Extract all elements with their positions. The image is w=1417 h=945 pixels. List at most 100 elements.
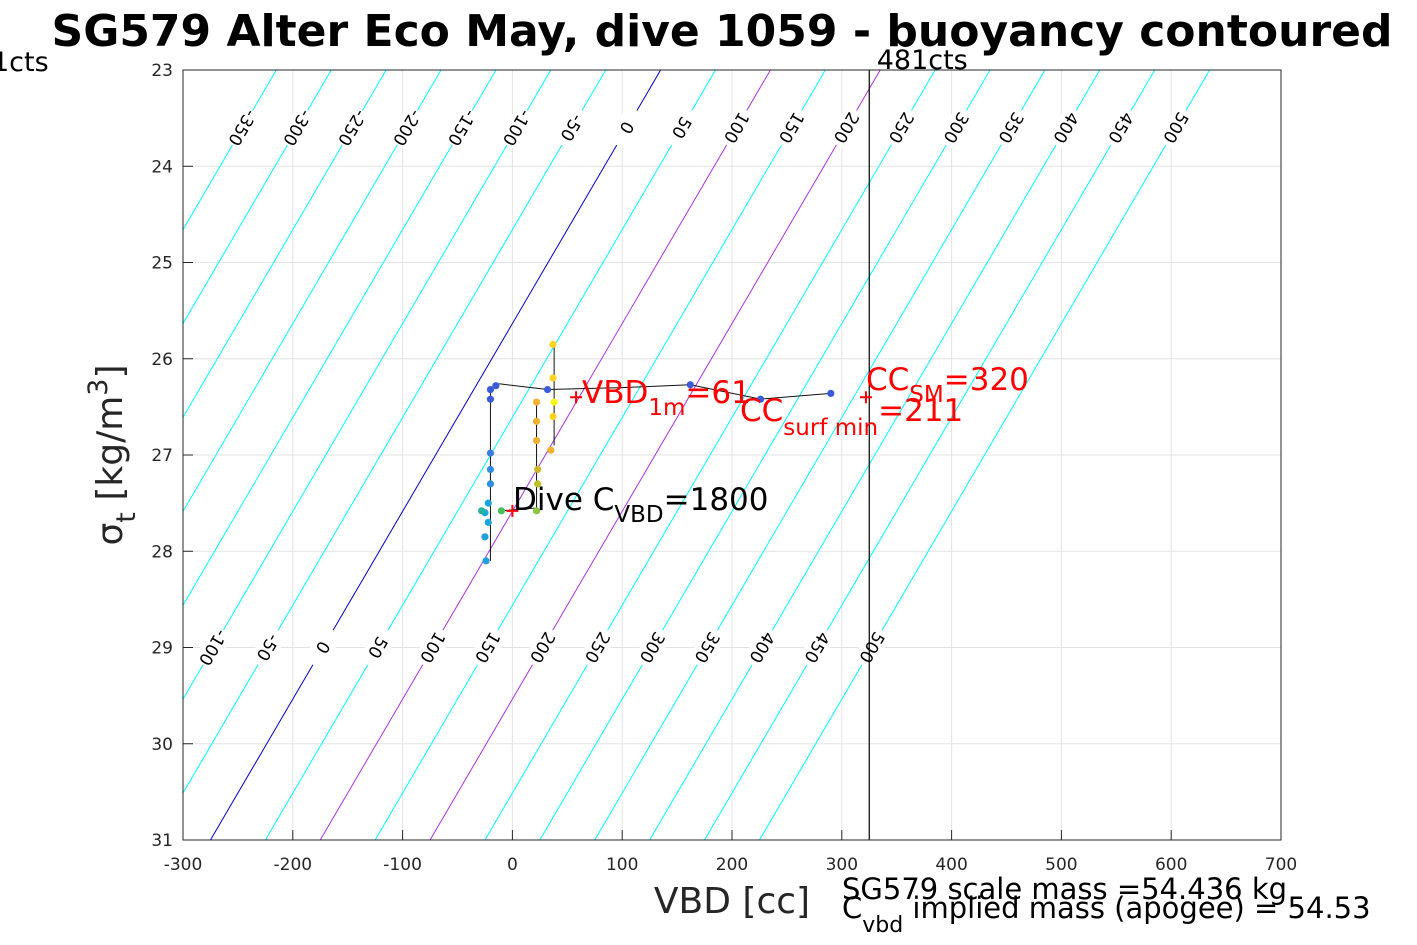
dive-point bbox=[486, 395, 495, 403]
contour-label-bg bbox=[277, 104, 318, 151]
x-tick-label: 300 bbox=[826, 855, 858, 875]
dive-points bbox=[478, 340, 835, 565]
dive-point bbox=[484, 499, 492, 507]
contour-line--200 bbox=[183, 70, 442, 513]
contour-label-bg bbox=[193, 624, 233, 671]
contour-label-bg bbox=[468, 624, 508, 671]
counts-label: 481cts bbox=[877, 45, 968, 76]
y-tick-label: 27 bbox=[151, 446, 173, 466]
contour-line-400 bbox=[649, 70, 1101, 840]
contour-line-350 bbox=[594, 70, 1046, 840]
contour-line--300 bbox=[183, 70, 332, 325]
contour-lines bbox=[183, 70, 1211, 840]
y-tick-label: 31 bbox=[151, 831, 173, 851]
dive-point bbox=[549, 374, 557, 382]
chart-title: SG579 Alter Eco May, dive 1059 - buoyanc… bbox=[52, 6, 1393, 57]
contour-label-bg bbox=[662, 104, 702, 151]
x-tick-label: -300 bbox=[164, 855, 203, 875]
dive-point bbox=[478, 507, 486, 515]
contour-label-bg bbox=[1101, 104, 1141, 151]
contour-label-bg bbox=[497, 104, 537, 151]
contour-label-bg bbox=[552, 104, 592, 151]
contour-label-bg bbox=[523, 624, 563, 671]
left-counts-label: 1cts bbox=[0, 47, 49, 78]
dive-point bbox=[484, 518, 492, 526]
x-axis-ticks: -300 -200 -100 0 100 200 300 400 500 600 700 bbox=[164, 830, 1297, 875]
contour-line-500 bbox=[759, 70, 1211, 840]
contour-label-bg bbox=[771, 104, 812, 151]
contour-label-bg bbox=[332, 104, 372, 151]
dive-point bbox=[497, 507, 506, 515]
y-tick-label: 23 bbox=[151, 61, 173, 81]
dive-point bbox=[532, 398, 541, 406]
contour-line-0 bbox=[210, 70, 662, 840]
contour-line--250 bbox=[183, 70, 387, 419]
dive-point bbox=[543, 385, 552, 394]
contour-line-150 bbox=[374, 70, 826, 840]
y-tick-label: 29 bbox=[151, 639, 173, 659]
contour-label-bg bbox=[222, 104, 263, 151]
x-tick-label: 500 bbox=[1045, 855, 1077, 875]
contour-label-bg bbox=[358, 624, 398, 671]
estimate-marker bbox=[859, 391, 872, 404]
contour-label-bg bbox=[632, 624, 672, 671]
dive-point bbox=[486, 449, 495, 457]
contour-label-bg bbox=[991, 104, 1031, 151]
contour-label-bg bbox=[577, 624, 618, 671]
dive-point bbox=[549, 340, 557, 348]
contour-line-300 bbox=[539, 70, 991, 840]
dive-point bbox=[534, 480, 542, 488]
x-tick-label: 0 bbox=[507, 855, 518, 875]
contour-label-bg bbox=[1156, 104, 1196, 151]
y-tick-label: 26 bbox=[151, 350, 173, 370]
x-tick-label: 600 bbox=[1155, 855, 1187, 875]
contour-label-bg bbox=[797, 624, 837, 671]
contour-label-bg bbox=[607, 104, 647, 151]
dive-point bbox=[756, 395, 765, 403]
estimate-markers bbox=[506, 391, 872, 517]
contour-label-bg bbox=[1046, 104, 1086, 151]
dive-point bbox=[532, 417, 541, 425]
dive-point bbox=[686, 381, 694, 389]
contour-line-100 bbox=[319, 70, 771, 840]
contour-label-bg bbox=[413, 624, 453, 671]
implied-mass-text: Cvbd implied mass (apogee) = 54.53 bbox=[842, 891, 1371, 938]
estimate-marker bbox=[506, 504, 519, 517]
ccsm-annotation: CCSM=320 bbox=[866, 362, 1029, 408]
dive-point bbox=[547, 446, 555, 454]
dive-point bbox=[486, 385, 495, 394]
x-tick-label: 100 bbox=[606, 855, 638, 875]
x-axis-label: VBD [cc] bbox=[654, 881, 810, 922]
dive-point bbox=[482, 557, 490, 565]
y-tick-label: 24 bbox=[151, 157, 173, 177]
dive-point bbox=[549, 412, 557, 421]
contour-label-bg bbox=[936, 104, 976, 151]
estimate-marker bbox=[570, 391, 583, 404]
dive-point bbox=[492, 382, 500, 390]
x-tick-label: 400 bbox=[935, 855, 967, 875]
dive-point bbox=[532, 507, 541, 515]
contour-label-bg bbox=[387, 104, 427, 151]
contour-line-200 bbox=[429, 70, 881, 840]
y-tick-label: 25 bbox=[151, 254, 173, 274]
contour-label-bg bbox=[248, 624, 288, 671]
dive-point bbox=[486, 465, 495, 474]
contour-line-250 bbox=[484, 70, 936, 840]
x-tick-label: -100 bbox=[383, 855, 422, 875]
contour-label-bg bbox=[852, 624, 892, 671]
contour-label-bg bbox=[742, 624, 782, 671]
vbd1m-annotation: VBD1m=61 bbox=[582, 375, 751, 421]
dive-point bbox=[534, 465, 542, 474]
trace-line-0 bbox=[499, 383, 831, 400]
contour-label-bg bbox=[717, 104, 757, 151]
y-tick-label: 28 bbox=[151, 542, 173, 562]
x-tick-label: -200 bbox=[274, 855, 313, 875]
contour-label-bg bbox=[687, 624, 727, 671]
dive-cvbd-annotation: Dive CVBD=1800 bbox=[513, 482, 769, 528]
contour-label-bg bbox=[303, 624, 343, 671]
contour-line--100 bbox=[183, 70, 552, 701]
dive-point bbox=[827, 389, 835, 397]
x-tick-label: 200 bbox=[716, 855, 748, 875]
scale-mass-text: SG579 scale mass =54.436 kg bbox=[842, 872, 1287, 906]
